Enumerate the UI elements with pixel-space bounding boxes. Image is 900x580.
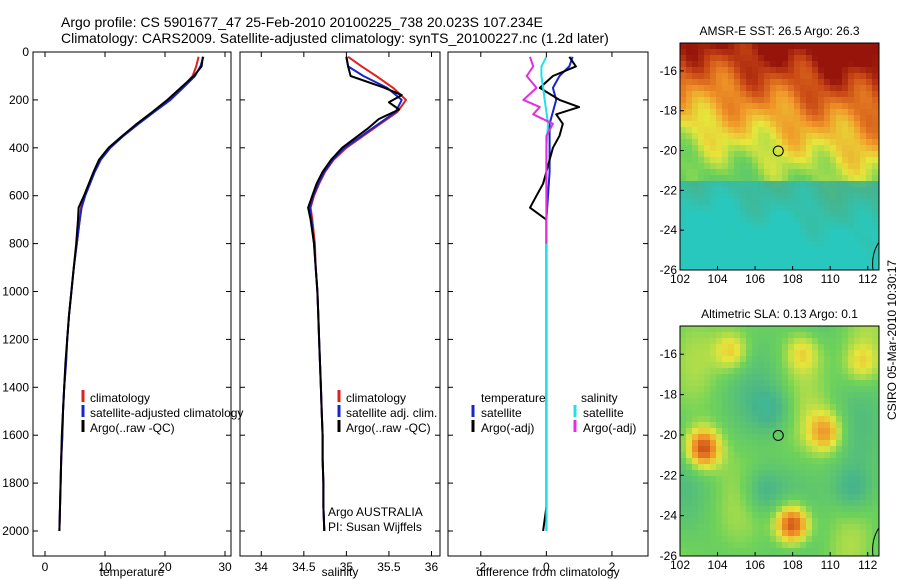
sst_map-xtick-label-5: 112 [858,272,877,286]
temperature-xtick-label-1: 10 [98,560,112,574]
sst_map-ytick-label-3: -22 [660,183,678,197]
sla_map-title: Altimetric SLA: 0.13 Argo: 0.1 [701,307,858,321]
salinity-annotation-0: Argo AUSTRALIA [328,505,423,519]
sla_map-xtick-label-3: 108 [783,558,803,572]
sst_map-frame [679,42,880,271]
sla_map-xtick-label-5: 112 [858,558,877,572]
temperature-ytick-label-4: 800 [9,237,29,251]
temperature-frame [32,51,232,557]
temperature-ytick-label-7: 1400 [2,380,29,394]
temperature-ytick-label-1: 200 [9,93,29,107]
sla_map-argo-marker [772,429,784,441]
sla_map-ytick-label-2: -20 [660,428,678,442]
sla_map-ytick-label-5: -26 [660,549,678,563]
temperature-ytick-label-8: 1600 [2,428,29,442]
temperature-legend-label-1: satellite-adjusted climatology [90,406,243,420]
salinity-frame [239,51,441,557]
sst_map-xtick-label-0: 102 [670,272,690,286]
difference-legend-title-0: temperature [481,391,546,405]
sst_map-xtick-label-1: 104 [708,272,728,286]
temperature-ytick-label-6: 1200 [2,332,29,346]
difference-frame [447,51,649,557]
difference-legend-label-0: satellite [481,406,522,420]
salinity-series-0 [309,55,407,532]
sst_map-ytick-label-4: -24 [660,223,678,237]
figure-title-line-1: Argo profile: CS 5901677_47 25-Feb-2010 … [61,14,543,30]
sst_map-coastline [872,241,880,271]
sla_map-xtick-label-0: 102 [670,558,690,572]
salinity-xtick-label-3: 35.5 [377,560,401,574]
salinity-xtick-label-0: 34 [255,560,269,574]
sst_map-title: AMSR-E SST: 26.5 Argo: 26.3 [699,24,859,38]
sla_map-ytick-label-3: -22 [660,468,678,482]
difference-series-1 [529,56,581,532]
sla_map-panel: 102 104 106 108 110 112 -16 -18 -20 -22 -24 -26 Alti… [660,307,880,572]
sla_map-xtick-label-4: 110 [821,558,840,572]
salinity-panel: 34 34.5 35 35.5 36 salinity climatologysatelli… [239,51,441,579]
salinity-legend-label-1: satellite adj. clim. [346,406,437,420]
temperature-xlabel: temperature [100,565,165,579]
sst_map-ytick-label-1: -18 [660,104,678,118]
sst_map-ytick-label-0: -16 [660,64,678,78]
temperature-ytick-label-10: 2000 [2,524,29,538]
temperature-ytick-label-0: 0 [22,45,29,59]
difference-series-3 [522,56,554,244]
temperature-panel: 0 10 20 30 0 200 400 600 800 1000 1200 1400 1600 1800… [2,45,243,579]
temperature-ytick-label-9: 1800 [2,476,29,490]
temperature-series-2 [58,56,204,532]
temperature-ytick-label-5: 1000 [2,285,29,299]
difference-xtick-label-0: -2 [475,560,486,574]
temperature-xtick-label-0: 0 [42,560,49,574]
sla_map-xtick-label-1: 104 [708,558,728,572]
sst_map-xtick-label-4: 110 [821,272,840,286]
sla_map-frame [679,325,880,557]
temperature-ytick-label-2: 400 [9,141,29,155]
sla_map-xtick-label-2: 106 [745,558,765,572]
salinity-xtick-label-4: 36 [425,560,439,574]
sst_map-ytick-label-2: -20 [660,144,678,158]
temperature-xtick-label-3: 30 [218,560,232,574]
difference-legend-label-2: satellite [583,406,624,420]
temperature-legend-label-2: Argo(..raw -QC) [90,421,175,435]
salinity-xtick-label-2: 35 [340,560,354,574]
temperature-legend-label-0: climatology [90,391,150,405]
salinity-annotation-1: PI: Susan Wijffels [328,520,422,534]
sla_map-coastline [872,527,880,557]
salinity-xtick-label-1: 34.5 [292,560,316,574]
difference-legend-label-1: Argo(-adj) [481,421,534,435]
sst_map-heatmap-cells [680,43,880,271]
difference-legend-title-1: salinity [581,391,618,405]
figure-title-line-2: Climatology: CARS2009. Satellite-adjuste… [61,30,609,46]
sla_map-ytick-label-1: -18 [660,388,678,402]
difference-legend-label-3: Argo(-adj) [583,421,636,435]
sst_map-xtick-label-3: 108 [783,272,803,286]
difference-series-2 [540,56,549,531]
sst_map-xtick-label-2: 106 [745,272,765,286]
sla_map-heatmap-cells [680,326,880,557]
salinity-legend-label-2: Argo(..raw -QC) [346,421,431,435]
difference-xtick-label-1: 0 [543,560,550,574]
difference-xtick-label-2: 2 [609,560,616,574]
temperature-series-0 [58,56,200,532]
difference-xlabel: difference from climatology [476,565,619,579]
sla_map-ytick-label-0: -16 [660,347,678,361]
sst_map-panel: 102 104 106 108 110 112 -16 -18 -20 -22 -24 -26 AMSR… [660,24,880,286]
salinity-legend-label-0: climatology [346,391,406,405]
sst_map-ytick-label-5: -26 [660,263,678,277]
sla_map-ytick-label-4: -24 [660,509,678,523]
temperature-ytick-label-3: 600 [9,189,29,203]
salinity-xlabel: salinity [322,565,359,579]
sst_map-argo-marker [772,145,784,157]
temperature-xtick-label-2: 20 [158,560,172,574]
salinity-series-2 [307,56,403,532]
